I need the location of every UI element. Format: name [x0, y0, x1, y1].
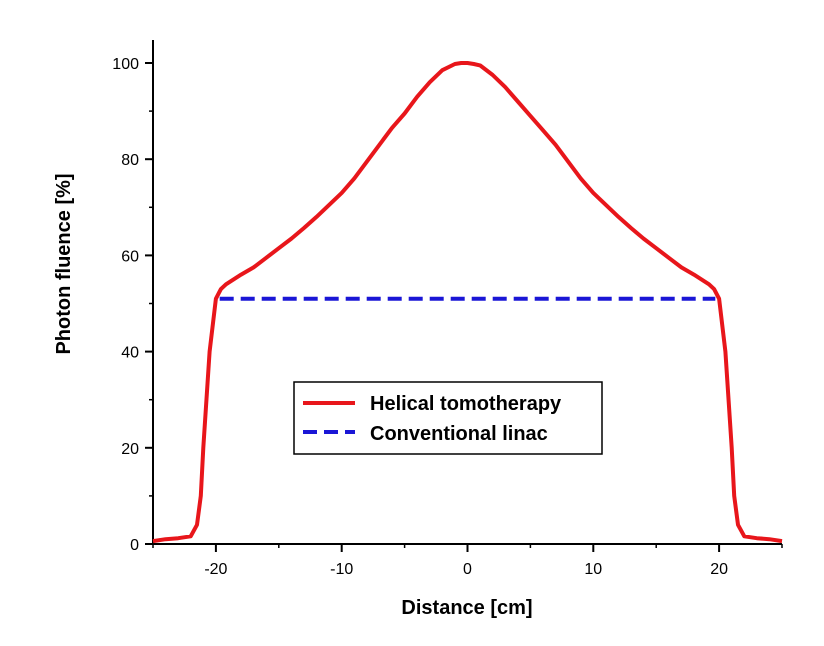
series-line-helical-tomotherapy	[152, 61, 783, 544]
y-ticks: 0 20 40 60 80 100	[112, 56, 153, 554]
series-layer	[152, 61, 783, 544]
x-tick-label: -20	[204, 561, 227, 578]
x-axis-title: Distance [cm]	[401, 597, 532, 619]
y-tick-label: 80	[121, 152, 139, 169]
x-tick-label: 10	[584, 561, 602, 578]
y-tick-label: 0	[130, 537, 139, 554]
legend-label-linac: Conventional linac	[370, 423, 548, 445]
x-tick-label: 0	[463, 561, 472, 578]
y-axis-title: Photon fluence [%]	[53, 173, 75, 354]
y-tick-label: 40	[121, 345, 139, 362]
plot-area: -20 -10 0 10 20 0 20 40 60 80 100	[112, 40, 783, 578]
legend-label-helical: Helical tomotherapy	[370, 393, 562, 415]
x-ticks: -20 -10 0 10 20	[152, 544, 783, 578]
y-tick-label: 60	[121, 248, 139, 265]
x-tick-label: -10	[330, 561, 353, 578]
x-tick-label: 20	[710, 561, 728, 578]
y-tick-label: 20	[121, 441, 139, 458]
legend-box	[293, 381, 603, 455]
y-tick-label: 100	[112, 56, 139, 73]
legend: Helical tomotherapy Conventional linac	[293, 381, 603, 455]
